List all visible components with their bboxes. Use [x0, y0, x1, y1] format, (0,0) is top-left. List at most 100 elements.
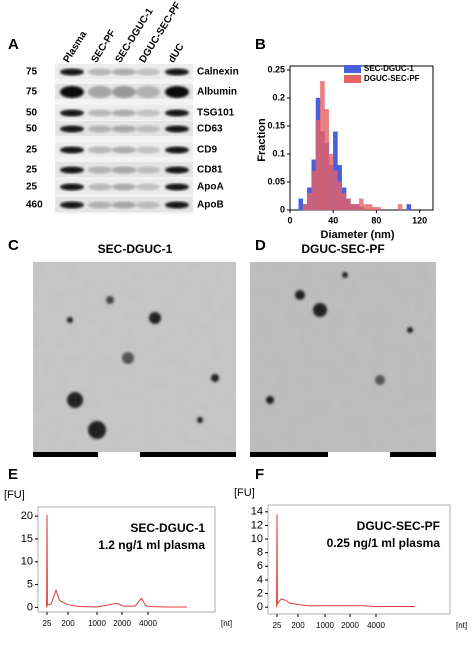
histogram-bar	[298, 198, 304, 211]
blot-band	[60, 109, 84, 117]
panel-label: B	[255, 36, 266, 53]
x-tick-label: 2000	[341, 621, 359, 630]
legend-swatch	[344, 75, 361, 83]
blot-band	[136, 201, 160, 209]
image-title: SEC-DGUC-1	[98, 242, 173, 256]
protein-label: CD81	[197, 165, 223, 176]
y-tick-label: 2	[257, 587, 263, 599]
histogram-bar	[397, 204, 403, 211]
y-tick-label: 10	[21, 556, 33, 568]
protein-label: ApoB	[197, 200, 224, 211]
blot-band	[60, 125, 84, 133]
x-tick-label: 200	[291, 621, 305, 630]
x-tick-label: 25	[43, 619, 52, 628]
legend-label: DGUC-SEC-PF	[364, 74, 420, 83]
x-tick-label: 1000	[88, 619, 106, 628]
panel-label: A	[8, 36, 19, 53]
blot-band	[112, 201, 136, 209]
blot-band	[112, 68, 136, 76]
x-tick-label: 2000	[113, 619, 131, 628]
histogram-bar	[371, 207, 377, 211]
protein-label: CD63	[197, 124, 223, 135]
blot-band	[136, 68, 160, 76]
x-tick-label: 200	[61, 619, 75, 628]
annotation: 0.25 ng/1 ml plasma	[327, 536, 441, 550]
blot-band	[136, 86, 160, 98]
mw-label: 25	[26, 145, 38, 156]
x-tick-label: 80	[371, 215, 381, 225]
y-tick-label: 0	[257, 601, 263, 613]
blot-band	[136, 146, 160, 154]
y-tick-label: 10	[251, 533, 263, 545]
x-tick-label: 4000	[367, 621, 385, 630]
histogram-bar	[311, 170, 317, 211]
y-tick-label: 20	[21, 510, 33, 522]
histogram-bar	[346, 198, 351, 211]
histogram-bar	[320, 81, 325, 211]
x-axis-label: [nt]	[456, 621, 467, 630]
blot-band	[60, 86, 84, 98]
panel-label: D	[255, 237, 266, 254]
histogram-bar	[302, 204, 308, 211]
y-axis-label: [FU]	[4, 489, 25, 501]
blot-band	[88, 166, 112, 174]
blot-band	[60, 68, 84, 76]
panel-label: E	[8, 466, 18, 483]
blot-band	[88, 183, 112, 191]
annotation: SEC-DGUC-1	[130, 521, 205, 535]
image-title: DGUC-SEC-PF	[301, 242, 384, 256]
blot-band	[112, 86, 136, 98]
blot-band	[165, 109, 189, 117]
legend-label: SEC-DGUC-1	[364, 64, 414, 73]
blot-band	[60, 201, 84, 209]
blot-band	[165, 86, 189, 98]
y-axis-label: Fraction	[256, 118, 268, 162]
y-tick-label: 14	[251, 506, 263, 518]
y-tick-label: 8	[257, 547, 263, 559]
y-tick-label: 0	[27, 601, 33, 613]
blot-band	[165, 125, 189, 133]
histogram-bar	[358, 198, 364, 211]
protein-label: Calnexin	[197, 67, 239, 78]
x-axis-label: [nt]	[221, 619, 232, 628]
blot-band	[60, 146, 84, 154]
histogram-bar	[354, 204, 360, 211]
y-tick-label: 0.15	[267, 120, 285, 130]
x-tick-label: 40	[328, 215, 338, 225]
blot-band	[136, 125, 160, 133]
x-tick-label: 0	[287, 215, 292, 225]
annotation: 1.2 ng/1 ml plasma	[98, 538, 205, 552]
blot-band	[60, 166, 84, 174]
blot-band	[112, 109, 136, 117]
lane-label: Plasma	[61, 29, 89, 65]
blot-band	[165, 68, 189, 76]
trace-line	[45, 514, 187, 608]
panel-label: F	[255, 466, 264, 483]
histogram-bar	[328, 153, 334, 211]
blot-band	[165, 201, 189, 209]
mw-label: 75	[26, 87, 38, 98]
protein-label: ApoA	[197, 182, 224, 193]
histogram-bar	[307, 193, 312, 211]
blot-band	[112, 183, 136, 191]
plot-frame	[267, 504, 451, 615]
x-axis-label: Diameter (nm)	[321, 229, 395, 241]
blot-band	[136, 166, 160, 174]
histogram-bar	[337, 181, 342, 211]
y-tick-label: 0.2	[272, 92, 285, 102]
legend-swatch	[344, 65, 361, 73]
annotation: DGUC-SEC-PF	[357, 519, 440, 533]
blot-band	[136, 109, 160, 117]
tem-image	[33, 262, 236, 457]
y-tick-label: 0	[280, 204, 285, 214]
blot-band	[60, 183, 84, 191]
blot-band	[88, 125, 112, 133]
blot-band	[112, 125, 136, 133]
mw-label: 25	[26, 165, 38, 176]
histogram-bar	[333, 170, 338, 211]
histogram-bar	[406, 204, 412, 211]
histogram-bar	[350, 204, 355, 211]
y-tick-label: 0.05	[267, 176, 285, 186]
